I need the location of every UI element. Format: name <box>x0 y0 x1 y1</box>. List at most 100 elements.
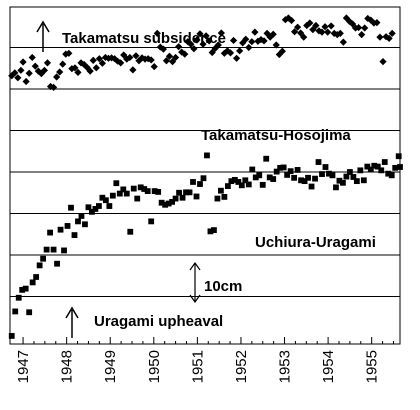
up-arrow-icon <box>65 306 79 338</box>
diamond-point <box>132 52 140 60</box>
diamond-point <box>290 28 299 36</box>
square-point <box>263 155 270 162</box>
square-point <box>22 285 29 292</box>
diamond-point <box>382 33 390 41</box>
diamond-point <box>71 64 79 72</box>
grid-lines <box>10 47 400 297</box>
square-point <box>350 174 357 180</box>
diamond-point <box>193 36 201 44</box>
diamond-point <box>117 59 125 67</box>
square-point <box>333 184 339 191</box>
square-point <box>179 194 186 201</box>
square-point <box>207 228 214 235</box>
diamond-point <box>95 55 103 63</box>
square-point <box>71 232 78 238</box>
square-point <box>43 246 50 253</box>
square-point <box>388 172 395 179</box>
diamond-point <box>361 24 369 32</box>
diamond-point <box>336 29 344 37</box>
square-point <box>57 226 64 233</box>
square-point <box>287 168 294 175</box>
square-point <box>109 192 116 199</box>
diamond-point <box>376 33 384 41</box>
diamond-point <box>364 14 372 23</box>
square-point <box>245 181 252 188</box>
square-point <box>40 255 47 262</box>
square-point <box>75 218 81 225</box>
x-tick-label: 1947 <box>15 350 32 383</box>
square-point <box>385 170 392 177</box>
x-tick-label: 1952 <box>233 350 250 383</box>
diamond-point <box>34 67 42 75</box>
square-point <box>378 167 385 174</box>
diamond-point <box>312 21 320 30</box>
square-point <box>190 179 196 185</box>
square-point <box>298 177 304 184</box>
diamond-point <box>62 50 70 58</box>
diamond-point <box>40 66 49 74</box>
square-point <box>353 178 360 185</box>
diamond-point <box>14 74 22 82</box>
diamond-point <box>181 50 189 58</box>
square-point <box>148 218 155 225</box>
square-point <box>92 206 99 212</box>
square-point <box>381 159 388 165</box>
square-point <box>99 194 106 201</box>
diamond-point <box>175 43 183 51</box>
square-point <box>176 189 182 196</box>
square-point <box>280 164 287 171</box>
square-point <box>197 181 203 187</box>
square-point <box>68 204 74 211</box>
diamond-point <box>196 30 204 38</box>
diamond-point <box>178 48 186 56</box>
diamond-point <box>129 66 137 74</box>
diamond-point <box>248 38 256 46</box>
diamond-point <box>327 22 335 30</box>
up-arrow-icon <box>36 20 50 52</box>
square-point <box>186 189 193 196</box>
series-label-takamatsu-hosojima: Takamatsu-Hosojima <box>201 127 351 144</box>
square-point <box>123 190 130 197</box>
square-point <box>169 198 176 205</box>
square-point <box>343 173 350 180</box>
square-point <box>224 183 231 190</box>
square-point <box>273 168 280 175</box>
diamond-point <box>211 44 219 52</box>
square-point <box>61 247 67 254</box>
diamond-point <box>25 69 33 77</box>
diamond-point <box>355 23 363 32</box>
subsidence-annotation: Takamatsu subsidence <box>36 20 226 52</box>
square-point <box>8 333 15 339</box>
square-point <box>235 179 242 185</box>
upheaval-label: Uragami upheaval <box>94 313 223 330</box>
diamond-point <box>260 37 268 45</box>
square-point <box>26 309 33 316</box>
scale-bar-label: 10cm <box>204 278 242 295</box>
diamond-point <box>8 72 16 80</box>
x-axis: 1947 1948 1949 1950 1951 1952 1953 1954 1955 <box>15 337 394 383</box>
diamond-point <box>22 77 30 86</box>
square-point <box>12 308 19 315</box>
square-point <box>392 164 399 171</box>
square-point <box>151 188 158 194</box>
diamond-point <box>245 43 253 52</box>
diamond-point <box>373 19 381 27</box>
square-point <box>116 190 123 197</box>
square-point <box>256 172 263 179</box>
square-point <box>183 189 189 196</box>
diamond-point <box>165 52 174 60</box>
diamond-point <box>92 64 100 72</box>
square-point <box>218 187 224 194</box>
diamond-point <box>120 51 128 59</box>
diamond-point <box>342 14 351 22</box>
diamond-point <box>315 27 323 35</box>
square-point <box>305 174 311 181</box>
diamond-point <box>150 62 158 71</box>
diamond-point <box>156 43 164 51</box>
diamond-point <box>28 53 36 62</box>
diamond-point <box>367 16 375 24</box>
square-point <box>291 174 298 181</box>
diamond-point <box>242 35 250 43</box>
x-tick-label: 1955 <box>364 350 381 383</box>
